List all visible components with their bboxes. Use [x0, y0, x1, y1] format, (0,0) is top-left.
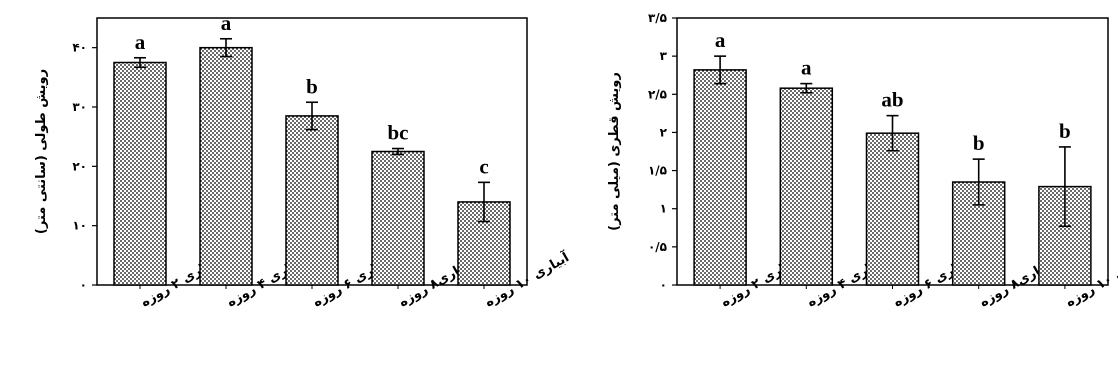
y-tick-label: ۰: [80, 278, 87, 292]
y-tick-label: ۰/۵: [648, 240, 667, 254]
bar: [285, 115, 339, 286]
bar: [371, 150, 425, 286]
y-tick-label: ۴۰: [72, 41, 87, 55]
y-tick-label: ۲۰: [72, 159, 87, 173]
significance-letter: a: [715, 28, 726, 52]
bar: [113, 61, 167, 286]
y-tick-label: ۳/۵: [648, 11, 667, 25]
y-tick-label: ۱۰: [72, 219, 87, 233]
bar: [199, 46, 253, 286]
y-tick-label: ۳۰: [72, 100, 87, 114]
significance-letter: a: [801, 56, 812, 80]
significance-letter: b: [1059, 119, 1071, 143]
significance-letter: b: [973, 131, 985, 155]
significance-letter: a: [135, 30, 146, 54]
significance-letter: c: [479, 154, 488, 178]
y-tick-label: ۱/۵: [648, 164, 667, 178]
y-tick-label: ۱: [660, 202, 667, 216]
y-tick-label: ۲: [660, 125, 668, 139]
bar: [865, 132, 920, 286]
bar: [693, 69, 747, 286]
y-axis-title: رویش قطری (میلی متر): [607, 72, 622, 231]
significance-letter: b: [306, 74, 318, 98]
y-tick-label: ۳: [660, 49, 668, 63]
y-axis-title: رویش طولی (سانتی متر): [34, 69, 49, 234]
significance-letter: a: [221, 11, 232, 35]
bar: [779, 87, 834, 286]
y-tick-label: ۰: [660, 278, 667, 292]
y-tick-label: ۲/۵: [648, 87, 667, 101]
significance-letter: bc: [388, 121, 409, 145]
significance-letter: ab: [881, 88, 903, 112]
